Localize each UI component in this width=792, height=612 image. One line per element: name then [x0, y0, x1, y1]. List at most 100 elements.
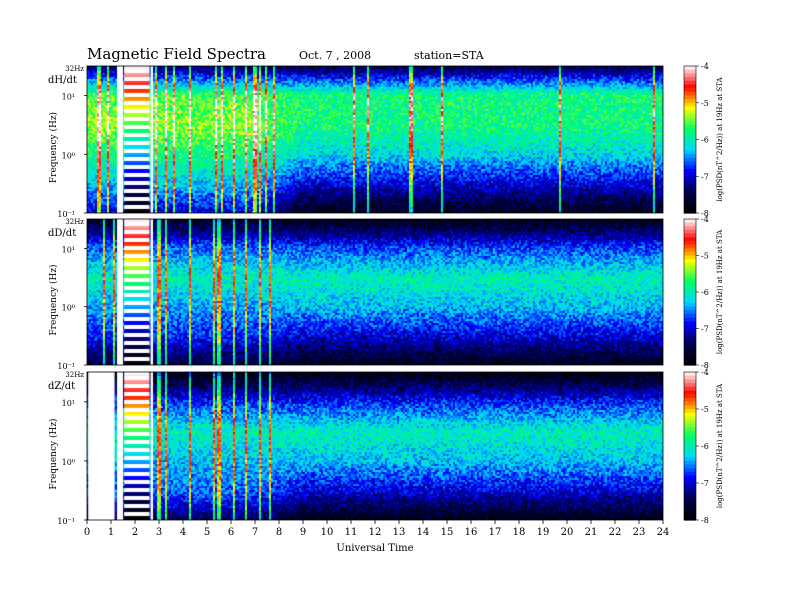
- colorbar-segment: [684, 313, 696, 319]
- colorbar-segment: [684, 438, 696, 443]
- colorbar-segment: [684, 434, 696, 440]
- colorbar-segment: [684, 161, 696, 166]
- colorbar-segment: [684, 383, 696, 388]
- colorbar-segment: [684, 328, 696, 333]
- y-tick-label: 10¹: [62, 245, 75, 254]
- y-axis-label: Frequency (Hz): [48, 112, 59, 183]
- colorbar-segment: [684, 409, 696, 414]
- panel-frame: [86, 218, 664, 366]
- colorbar-segment: [684, 324, 696, 330]
- y-tick-label: 10⁻¹: [57, 517, 75, 526]
- colorbar: -4 -5 -6 -7 -8 log(PSD(nT^2/Hz)) at 19Hz at S…: [683, 62, 724, 218]
- colorbar-segment: [684, 471, 696, 477]
- colorbar-segment: [684, 209, 696, 214]
- colorbar-segment: [684, 124, 696, 130]
- y-top-label: 32Hz: [65, 218, 84, 226]
- x-tick-label: 2: [132, 527, 138, 538]
- colorbar-segment: [684, 91, 696, 96]
- colorbar-segment: [684, 321, 696, 326]
- x-tick-label: 16: [465, 527, 478, 538]
- colorbar-segment: [684, 460, 696, 466]
- colorbar-segment: [684, 270, 696, 275]
- colorbar-segment: [684, 135, 696, 141]
- colorbar-segment: [684, 401, 696, 406]
- colorbar-segment: [684, 394, 696, 399]
- colorbar-segment: [684, 361, 696, 366]
- colorbar-segment: [684, 226, 696, 231]
- spectrogram-image: [87, 66, 663, 213]
- spectrogram-image: [87, 219, 663, 365]
- colorbar-segment: [684, 233, 696, 238]
- y-tick-label: 10⁻¹: [57, 362, 75, 371]
- colorbar-segment: [684, 317, 696, 322]
- colorbar-segment: [684, 194, 696, 199]
- y-tick-label: 10⁰: [62, 458, 75, 467]
- y-top-label: 32Hz: [65, 65, 84, 73]
- colorbar-segment: [684, 190, 696, 196]
- colorbar-segment: [684, 255, 696, 260]
- chart-title: Magnetic Field Spectra: [87, 45, 266, 63]
- colorbar: -4 -5 -6 -7 -8 log(PSD(nT^2/Hz)) at 19Hz at S…: [683, 368, 724, 525]
- x-tick-label: 20: [561, 527, 574, 538]
- colorbar-segment: [684, 229, 696, 235]
- colorbar-segment: [684, 464, 696, 469]
- colorbar-segment: [684, 187, 696, 192]
- y-axis-label: Frequency (Hz): [48, 418, 59, 489]
- colorbar-segment: [684, 201, 696, 207]
- colorbar-segment: [684, 66, 696, 71]
- colorbar-segment: [684, 99, 696, 104]
- colorbar-segment: [684, 412, 696, 417]
- colorbar-segment: [684, 157, 696, 163]
- colorbar-tick-label: -5: [701, 405, 709, 414]
- colorbar-segment: [684, 501, 696, 506]
- colorbar-tick-label: -6: [701, 442, 709, 451]
- colorbar-segment: [684, 508, 696, 514]
- colorbar-segment: [684, 335, 696, 341]
- colorbar-segment: [684, 117, 696, 122]
- colorbar-segment: [684, 446, 696, 451]
- colorbar-segment: [684, 343, 696, 348]
- colorbar-segment: [684, 128, 696, 133]
- colorbar-segment: [684, 80, 696, 85]
- x-tick-label: 11: [345, 527, 358, 538]
- x-tick-label: 23: [633, 527, 646, 538]
- colorbar-segment: [684, 222, 696, 227]
- x-tick-label: 21: [585, 527, 598, 538]
- colorbar-segment: [684, 77, 696, 82]
- x-tick-label: 1: [108, 527, 114, 538]
- colorbar-tick-label: -8: [701, 209, 709, 218]
- colorbar-label: log(PSD(nT^2/Hz)) at 19Hz at STA: [716, 383, 724, 508]
- colorbar-tick-label: -7: [701, 479, 709, 488]
- colorbar-segment: [684, 143, 696, 148]
- colorbar-segment: [684, 390, 696, 395]
- x-tick-label: 9: [300, 527, 306, 538]
- colorbar-segment: [684, 354, 696, 359]
- colorbar-segment: [684, 420, 696, 425]
- colorbar-segment: [684, 88, 696, 93]
- colorbar-segment: [684, 113, 696, 119]
- colorbar-segment: [684, 73, 696, 78]
- colorbar-segment: [684, 397, 696, 403]
- colorbar-segment: [684, 277, 696, 282]
- panel-frame: [86, 65, 664, 214]
- colorbar-segment: [684, 95, 696, 100]
- colorbar-tick-label: -4: [701, 62, 709, 71]
- y-tick-label: 10⁰: [62, 304, 75, 313]
- colorbar-tick-label: -4: [701, 368, 709, 377]
- colorbar-segment: [684, 357, 696, 362]
- y-tick-label: 10⁰: [62, 151, 75, 160]
- x-tick-label: 10: [321, 527, 334, 538]
- colorbar-segment: [684, 379, 696, 384]
- colorbar-segment: [684, 332, 696, 337]
- colorbar: -4 -5 -6 -7 -8 log(PSD(nT^2/Hz)) at 19Hz at S…: [683, 215, 724, 370]
- colorbar-segment: [684, 490, 696, 495]
- x-tick-label: 12: [369, 527, 382, 538]
- x-tick-label: 14: [417, 527, 430, 538]
- colorbar-segment: [684, 183, 696, 188]
- colorbar-segment: [684, 251, 696, 257]
- colorbar-tick-label: -4: [701, 215, 709, 224]
- colorbar-segment: [684, 132, 696, 137]
- colorbar-tick-label: -7: [701, 172, 709, 181]
- colorbar-segment: [684, 295, 696, 300]
